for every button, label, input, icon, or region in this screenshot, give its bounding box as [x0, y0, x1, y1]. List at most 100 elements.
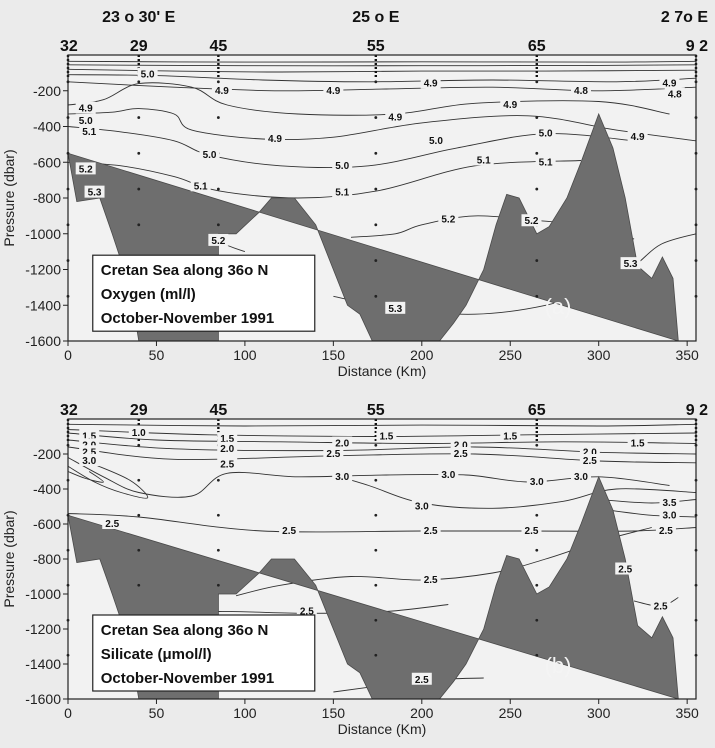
x-tick-label: 50	[149, 347, 165, 363]
sample-dot	[216, 116, 220, 119]
sample-dot	[374, 653, 378, 657]
sample-dot	[137, 443, 141, 447]
contour-label-bg	[211, 83, 232, 96]
contour-label-bg	[264, 132, 285, 145]
contour-label: 1.5	[82, 432, 96, 443]
contour-label: 4.8	[574, 86, 588, 97]
x-tick-label: 300	[587, 705, 611, 721]
contour-line	[67, 513, 697, 533]
panel-a-oxygen: 5.04.9 4.94.94.94.84.94.84.95.05.14.94.95…	[1, 9, 708, 379]
contour-label: 4.9	[326, 86, 340, 97]
station-label: 32	[60, 38, 78, 55]
longitude-label: 2 7o E	[661, 9, 708, 26]
y-tick-label: -1600	[25, 691, 61, 707]
contour-label: 3.0	[663, 510, 677, 521]
contour-label-bg	[411, 499, 432, 512]
contour-label: 2.0	[454, 440, 468, 451]
contour-label-bg	[411, 672, 432, 685]
sample-dot	[374, 548, 378, 552]
contour-label-bg	[323, 83, 344, 96]
sample-dot	[535, 513, 539, 517]
contour-label-bg	[535, 155, 556, 168]
y-tick-label: -400	[33, 481, 61, 497]
info-box-line: October-November 1991	[101, 670, 274, 687]
contour-label: 3.0	[335, 472, 349, 483]
contour-label: 2.5	[618, 565, 632, 576]
contour-label-bg	[75, 114, 96, 127]
info-box	[92, 614, 316, 692]
y-tick-label: -200	[33, 446, 61, 462]
panel-label: (a)	[545, 294, 572, 319]
y-axis-label: Pressure (dbar)	[1, 149, 17, 246]
sample-dot	[137, 548, 141, 552]
sample-dot	[535, 294, 539, 298]
contour-label-bg	[217, 457, 238, 470]
contour-label-bg	[217, 432, 238, 445]
contour-label-bg	[500, 429, 521, 442]
y-tick-label: -200	[33, 83, 61, 99]
contour-line	[67, 471, 104, 483]
contour-label: 2.5	[282, 526, 296, 537]
x-tick-label: 0	[64, 347, 72, 363]
y-tick-label: -600	[33, 516, 61, 532]
info-box-line: October-November 1991	[101, 310, 274, 327]
sample-dot	[137, 478, 141, 482]
contour-label: 5.1	[335, 188, 349, 199]
contour-label-bg	[332, 436, 353, 449]
contour-label-bg	[279, 524, 300, 536]
x-tick-label: 250	[499, 347, 523, 363]
contour-label: 4.9	[631, 132, 645, 143]
contour-label-bg	[323, 447, 344, 459]
contour-label-bg	[571, 83, 592, 96]
contour-label: 1.5	[220, 434, 234, 445]
contour-label-bg	[521, 524, 542, 536]
contour-label: 2.5	[105, 519, 119, 530]
contour-label-bg	[332, 185, 353, 198]
contour-label: 4.9	[663, 79, 677, 90]
longitude-label: 25 o E	[352, 9, 399, 26]
contour-label-bg	[659, 76, 680, 89]
sample-dot	[374, 513, 378, 517]
contour-label: 2.5	[424, 526, 438, 537]
sample-dot	[374, 151, 378, 155]
contour-label-bg	[332, 158, 353, 171]
sample-dot	[535, 80, 539, 84]
contour-label: 2.5	[300, 607, 314, 618]
contour-label: 3.0	[574, 472, 588, 483]
contour-label-bg	[627, 436, 648, 449]
contour-label-bg	[425, 133, 446, 146]
contour-label: 1.5	[503, 432, 517, 443]
contour-label: 2.5	[82, 447, 96, 458]
sample-dot	[216, 223, 220, 227]
y-tick-label: -1000	[25, 226, 61, 242]
sample-dot	[216, 583, 220, 587]
contour-label-bg	[190, 179, 211, 192]
y-tick-label: -1000	[25, 586, 61, 602]
info-box-line: Cretan Sea along 36o N	[101, 262, 269, 279]
contour-label: 3.0	[82, 456, 96, 467]
contour-label: 5.0	[539, 129, 553, 140]
y-tick-label: -1200	[25, 621, 61, 637]
contour-label: 3.0	[441, 470, 455, 481]
x-tick-label: 200	[410, 705, 434, 721]
contour-label-bg	[438, 468, 459, 480]
contour-label-bg	[664, 87, 685, 100]
contour-label-bg	[620, 257, 641, 270]
x-axis-label: Distance (Km)	[338, 721, 427, 737]
contour-label-bg	[137, 67, 158, 80]
station-label: 55	[367, 402, 385, 419]
contour-label: 2.5	[454, 449, 468, 460]
x-tick-label: 100	[233, 347, 257, 363]
contour-label-bg	[438, 212, 459, 225]
sample-dot	[137, 513, 141, 517]
sample-dot	[535, 618, 539, 622]
contour-label: 5.2	[79, 164, 93, 175]
contour-label-bg	[376, 429, 397, 442]
contour-label-bg	[385, 110, 406, 123]
y-tick-label: -1200	[25, 262, 61, 278]
contour-label: 4.9	[215, 86, 229, 97]
longitude-label: 23 o 30' E	[102, 9, 176, 26]
contour-label-bg	[420, 573, 441, 585]
sample-dot	[216, 513, 220, 517]
contour-label: 2.0	[583, 447, 597, 458]
